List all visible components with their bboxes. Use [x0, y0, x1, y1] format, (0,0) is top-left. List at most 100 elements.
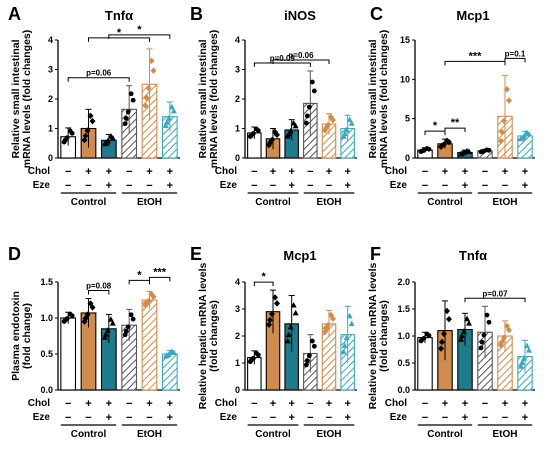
panel-e: E Mcp1 Relative hepatic mRNA levels(fold c…: [190, 244, 357, 440]
chol-row-sign: −: [126, 166, 132, 178]
y-tick-label: 1.0: [397, 331, 410, 341]
panel-label: F: [370, 244, 381, 264]
chol-row-sign: +: [502, 398, 508, 410]
chol-row-label: Chol: [215, 166, 237, 177]
data-point: [272, 294, 278, 301]
significance-label: *: [262, 271, 267, 283]
data-point: [439, 142, 445, 149]
data-point: [128, 91, 134, 97]
chol-row-sign: +: [167, 166, 173, 178]
data-point: [84, 127, 91, 134]
data-point: [163, 119, 170, 125]
eze-row-sign: +: [522, 412, 528, 424]
eze-row-sign: −: [85, 412, 91, 424]
chol-row-label: Chol: [28, 398, 50, 409]
y-axis-label: Relative hepatic mRNA levels(fold change…: [197, 263, 220, 410]
bar: [161, 353, 178, 391]
chol-row-sign: +: [344, 398, 350, 410]
y-tick-label: 0.5: [40, 349, 53, 359]
data-point: [340, 348, 347, 355]
significance-bracket: [253, 281, 274, 287]
eze-row-sign: −: [502, 412, 508, 424]
eze-row-sign: +: [167, 412, 173, 424]
panel-label: E: [190, 244, 202, 264]
chol-row-sign: +: [270, 166, 276, 178]
panel-title: Mcp1: [283, 248, 316, 263]
chol-row-sign: +: [442, 398, 448, 410]
y-tick-label: 4: [235, 277, 240, 287]
data-point: [148, 57, 155, 65]
data-point: [438, 345, 444, 352]
significance-label: p=0.09: [270, 54, 296, 63]
data-point: [479, 339, 485, 345]
group-label: EtOH: [317, 429, 342, 440]
data-point: [125, 109, 131, 115]
y-axis-label-line: Plasma endotoxin: [10, 291, 22, 381]
y-tick-label: 1.0: [40, 313, 53, 323]
significance-label: p=0.06: [288, 51, 314, 60]
significance-bracket: [149, 276, 171, 282]
data-point: [143, 94, 150, 102]
data-point: [253, 350, 259, 356]
data-point: [459, 150, 465, 156]
panel-title: Tnfα: [105, 8, 133, 23]
data-point: [446, 138, 452, 146]
group-label: Control: [427, 197, 463, 208]
panel-c: C Mcp1 Relative small intestinalmRNA level…: [367, 4, 535, 208]
data-point: [458, 336, 464, 342]
data-point: [266, 141, 272, 149]
data-point: [148, 291, 155, 298]
data-point: [284, 337, 291, 344]
y-axis-label-line: Relative hepatic mRNA levels: [197, 263, 209, 410]
y-axis-label: Relative small intestinalmRNA levels (fo…: [367, 30, 390, 168]
chol-row-sign: +: [106, 166, 112, 178]
data-point: [325, 122, 331, 129]
y-tick-label: 1.5: [40, 277, 53, 287]
data-point: [504, 86, 510, 93]
data-point: [323, 124, 329, 132]
eze-row-sign: +: [462, 180, 468, 192]
data-point: [306, 104, 312, 110]
data-point: [330, 116, 336, 124]
data-point: [269, 136, 275, 144]
eze-row-sign: −: [422, 412, 428, 424]
y-tick-label: 1.5: [397, 304, 410, 314]
y-tick-label: 1: [235, 124, 240, 134]
eze-row-label: Eze: [220, 180, 238, 191]
data-point: [311, 88, 317, 94]
data-point: [101, 334, 108, 340]
data-point: [341, 130, 348, 137]
group-label: EtOH: [317, 197, 342, 208]
eze-row-sign: +: [288, 412, 294, 424]
data-point: [87, 112, 94, 120]
data-point: [248, 357, 254, 363]
chol-row-sign: +: [288, 398, 294, 410]
y-axis-label-line: mRNA levels (fold changes): [21, 30, 33, 168]
panel-d: D Plasma endotoxin(fold change) 0.0 0.5 1.0 1…: [8, 244, 180, 440]
y-tick-label: 4: [235, 35, 240, 45]
data-point: [306, 353, 312, 359]
chol-row-sign: +: [167, 398, 173, 410]
group-label: Control: [255, 197, 291, 208]
eze-row-sign: +: [522, 180, 528, 192]
chol-row-sign: −: [422, 398, 428, 410]
eze-row-sign: −: [307, 180, 313, 192]
data-point: [267, 139, 273, 147]
eze-row-sign: −: [326, 412, 332, 424]
data-point: [170, 107, 177, 114]
eze-row-label: Eze: [220, 412, 238, 423]
significance-bracket: [464, 297, 526, 303]
panel-f: F Tnfα Relative hepatic mRNA levels(fold c…: [367, 244, 535, 440]
data-point: [285, 331, 292, 338]
data-point: [441, 330, 447, 338]
data-point: [142, 102, 149, 109]
data-point: [292, 122, 299, 129]
data-point: [486, 319, 492, 325]
data-point: [82, 315, 89, 322]
y-tick-label: 2: [48, 94, 53, 104]
data-point: [130, 316, 136, 322]
y-tick-label: 2: [235, 94, 240, 104]
data-point: [62, 317, 68, 323]
panel-title: Tnfα: [459, 248, 487, 263]
y-tick-label: 3: [235, 304, 240, 314]
